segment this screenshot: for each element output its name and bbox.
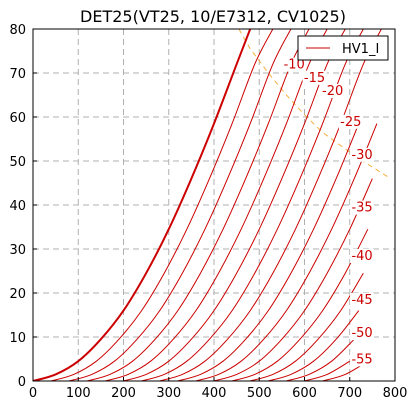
curve-label-background bbox=[338, 114, 363, 129]
series-line-grid-minus-35 bbox=[159, 29, 382, 381]
x-tick-label: 800 bbox=[383, 386, 408, 401]
curve-label-background bbox=[350, 326, 375, 340]
y-tick-label: 40 bbox=[9, 199, 26, 214]
y-axis-ticks: 0 10 20 30 40 50 60 70 80 bbox=[9, 23, 37, 390]
curve-label: -40 bbox=[351, 249, 372, 264]
series-group bbox=[33, 29, 382, 381]
y-tick-label: 50 bbox=[9, 155, 26, 170]
series-line-grid-minus-75 bbox=[304, 360, 351, 381]
legend-entry-label: HV1_I bbox=[342, 42, 379, 57]
curve-label-background bbox=[350, 352, 375, 367]
curve-label-background bbox=[350, 147, 375, 162]
x-tick-label: 0 bbox=[29, 386, 37, 401]
series-line-grid-minus-60 bbox=[250, 272, 364, 381]
curve-label: -25 bbox=[340, 115, 361, 130]
series-line-grid-minus-65 bbox=[268, 310, 360, 381]
series-line-grid-minus-70 bbox=[286, 338, 355, 381]
curve-label: -30 bbox=[351, 148, 372, 163]
curve-label-background bbox=[302, 70, 327, 85]
curve-label: -20 bbox=[322, 84, 343, 99]
series-line-grid-minus-10 bbox=[69, 29, 292, 381]
legend: HV1_I bbox=[297, 35, 389, 61]
series-line-grid-minus-45 bbox=[195, 123, 378, 381]
curve-label-background bbox=[320, 84, 345, 98]
series-line-grid-minus-55 bbox=[231, 228, 369, 381]
curve-label: -10 bbox=[284, 58, 305, 73]
series-line-grid-minus-50 bbox=[213, 178, 373, 381]
y-tick-label: 70 bbox=[9, 67, 26, 82]
chart-title: DET25(VT25, 10/E7312, CV1025) bbox=[80, 7, 346, 26]
grid-lines bbox=[33, 29, 395, 381]
series-line-grid-minus-5 bbox=[50, 29, 274, 381]
y-tick-label: 30 bbox=[9, 243, 26, 258]
curve-label: -50 bbox=[351, 326, 372, 341]
y-tick-label: 60 bbox=[9, 111, 26, 126]
x-tick-label: 200 bbox=[111, 386, 136, 401]
curve-label: -45 bbox=[351, 293, 372, 308]
curve-label-background bbox=[350, 293, 375, 307]
series-line-grid-0 bbox=[33, 29, 252, 381]
series-line-grid-minus-25 bbox=[123, 29, 346, 381]
curve-label: -35 bbox=[351, 201, 372, 216]
curve-label-background bbox=[350, 249, 375, 263]
curve-label: -55 bbox=[351, 352, 372, 367]
dissipation-limit-line bbox=[238, 28, 391, 180]
chart-title-text: DET25(VT25, 10/E7312, CV1025) bbox=[80, 7, 346, 26]
series-line-grid-minus-20 bbox=[105, 29, 328, 381]
y-tick-label: 20 bbox=[9, 287, 26, 302]
x-tick-label: 700 bbox=[337, 386, 362, 401]
x-tick-label: 300 bbox=[156, 386, 181, 401]
curve-label-background bbox=[350, 200, 375, 215]
y-tick-label: 0 bbox=[18, 375, 26, 390]
y-tick-label: 80 bbox=[9, 23, 26, 38]
curve-labels: -10-15-20 -25 -30 -35 -40 -45 -50 -55 bbox=[282, 57, 375, 367]
curve-label-background bbox=[282, 57, 307, 72]
x-axis-ticks: 0 100 200 300 400 500 600 700 800 bbox=[29, 377, 408, 401]
curve-label: -15 bbox=[304, 71, 325, 86]
x-tick-label: 600 bbox=[292, 386, 317, 401]
x-tick-label: 500 bbox=[247, 386, 272, 401]
dissipation-curve bbox=[238, 28, 391, 180]
x-tick-label: 400 bbox=[202, 386, 227, 401]
y-tick-label: 10 bbox=[9, 331, 26, 346]
series-line-grid-minus-40 bbox=[177, 123, 360, 381]
x-tick-label: 100 bbox=[66, 386, 91, 401]
series-line-grid-minus-15 bbox=[87, 29, 310, 381]
series-line-grid-minus-30 bbox=[141, 29, 364, 381]
